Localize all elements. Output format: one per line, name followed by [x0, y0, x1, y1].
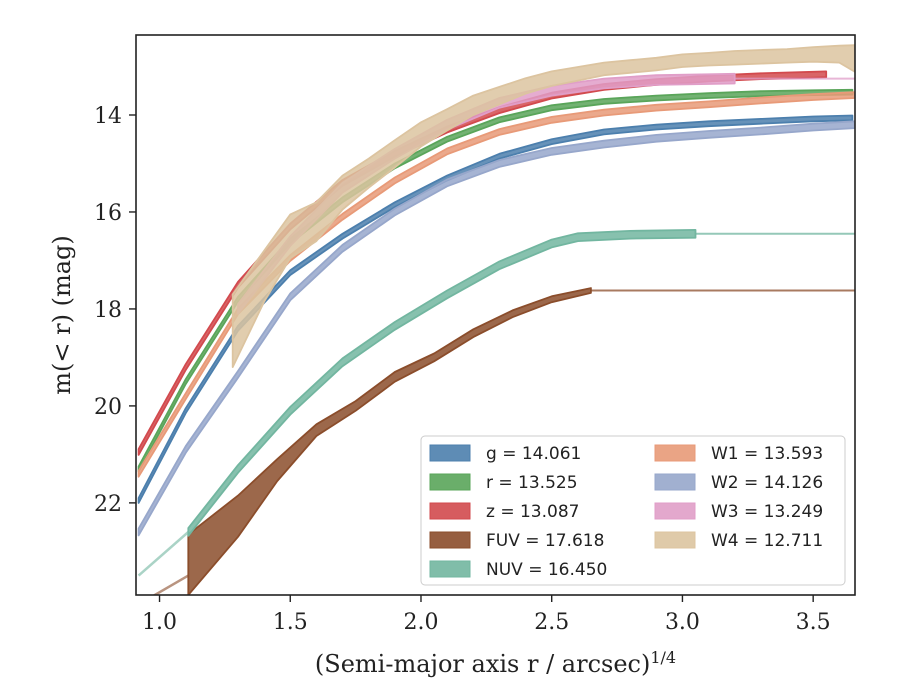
y-axis-label: m(< r) (mag) — [48, 235, 76, 394]
x-axis-label-exponent: 1/4 — [650, 648, 676, 667]
x-tick-label: 3.0 — [665, 610, 700, 635]
legend-box — [420, 435, 846, 586]
x-tick-label: 2.5 — [534, 610, 569, 635]
legend-swatch-r — [429, 473, 471, 491]
legend-label-nuv: NUV = 16.450 — [486, 560, 607, 580]
legend-label-w2: W2 = 14.126 — [711, 473, 823, 493]
x-tick-label: 1.5 — [273, 610, 308, 635]
series-w1-band — [137, 91, 855, 478]
series-fuv-band — [187, 287, 592, 595]
legend-swatch-fuv — [429, 531, 471, 549]
legend-label-w3: W3 = 13.249 — [711, 502, 823, 522]
legend-swatch-w3 — [654, 502, 696, 520]
y-tick-label: 14 — [94, 104, 122, 129]
legend-label-fuv: FUV = 17.618 — [486, 531, 604, 551]
legend-label-w1: W1 = 13.593 — [711, 444, 823, 464]
y-tick-label: 22 — [94, 492, 122, 517]
legend-label-g: g = 14.061 — [486, 444, 581, 464]
plot-frame — [135, 34, 856, 596]
series-fuv-inner-tail — [152, 574, 189, 595]
plot-area — [137, 44, 855, 595]
legend-swatch-w1 — [654, 444, 696, 462]
legend-swatch-g — [429, 444, 471, 462]
legend-swatch-w2 — [654, 473, 696, 491]
y-tick-label: 16 — [94, 201, 122, 226]
series-w4-band — [231, 44, 855, 368]
series-w2-band — [137, 120, 855, 537]
series-nuv-band — [187, 229, 697, 537]
y-tick-label: 18 — [94, 298, 122, 323]
series-nuv-inner-tail — [137, 531, 190, 577]
legend-label-z: z = 13.087 — [486, 502, 579, 522]
x-tick-label: 1.0 — [142, 610, 177, 635]
x-axis-label: (Semi-major axis r / arcsec)1/4 — [315, 648, 676, 679]
legend-swatch-w4 — [654, 531, 696, 549]
legend: g = 14.061 r = 13.525 z = 13.087 FUV = 17.6… — [420, 435, 846, 586]
series-g-band — [137, 114, 854, 504]
axis-ticks: 1.0 1.5 2.0 2.5 3.0 3.5 14 16 18 20 22 — [94, 104, 831, 635]
y-tick-label: 20 — [94, 395, 122, 420]
legend-label-r: r = 13.525 — [486, 473, 578, 493]
x-tick-label: 3.5 — [796, 610, 831, 635]
legend-swatch-z — [429, 502, 471, 520]
legend-label-w4: W4 = 12.711 — [711, 531, 823, 551]
legend-swatch-nuv — [429, 560, 471, 578]
x-axis-label-main: (Semi-major axis r / arcsec) — [315, 650, 650, 678]
x-tick-label: 2.0 — [403, 610, 438, 635]
